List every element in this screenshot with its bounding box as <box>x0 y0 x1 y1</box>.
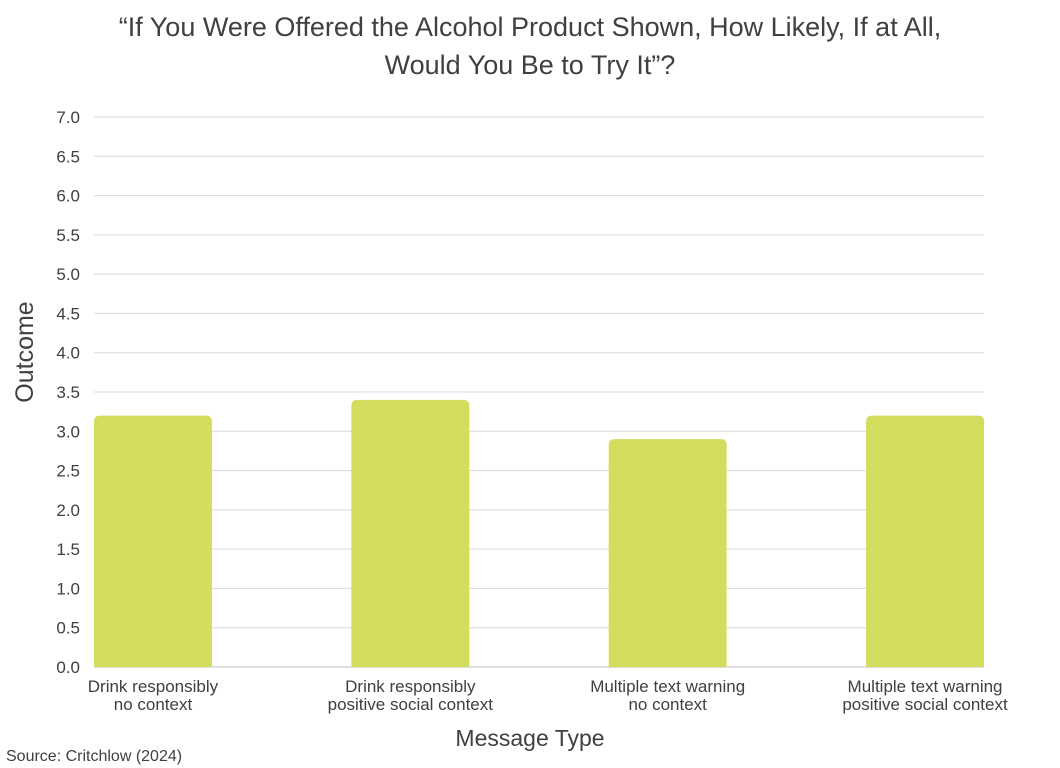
y-tick-label: 1.0 <box>56 579 80 598</box>
x-tick-label: Drink responsibly <box>88 677 219 696</box>
bar <box>608 439 727 667</box>
y-axis-ticks: 0.0 0.5 1.0 1.5 2.0 2.5 3.0 3.5 4.0 4.5 5.0 5.5 6.0 6… <box>56 108 80 677</box>
x-axis-label: Message Type <box>455 725 604 751</box>
x-tick-label: no context <box>114 695 193 714</box>
chart-title-line-1: “If You Were Offered the Alcohol Product… <box>118 12 942 42</box>
x-tick-label: Multiple text warning <box>590 677 745 696</box>
chart-title-line-2: Would You Be to Try It”? <box>384 50 676 80</box>
x-tick-label: positive social context <box>328 695 494 714</box>
chart-title: “If You Were Offered the Alcohol Product… <box>0 8 1060 84</box>
y-tick-label: 5.0 <box>56 265 80 284</box>
y-tick-label: 6.5 <box>56 147 80 166</box>
y-tick-label: 4.0 <box>56 344 80 363</box>
y-tick-label: 5.5 <box>56 226 80 245</box>
bar <box>866 415 984 667</box>
y-tick-label: 0.0 <box>56 658 80 677</box>
gridlines <box>94 116 984 668</box>
y-tick-label: 6.0 <box>56 187 80 206</box>
x-tick-label: positive social context <box>842 695 1008 714</box>
y-tick-label: 0.5 <box>56 619 80 638</box>
bar <box>351 399 470 667</box>
y-axis-label: Outcome <box>11 301 39 402</box>
bars <box>94 399 984 667</box>
bar <box>94 415 212 667</box>
y-tick-label: 7.0 <box>56 108 80 127</box>
y-tick-label: 4.5 <box>56 304 80 323</box>
y-tick-label: 3.0 <box>56 422 80 441</box>
y-tick-label: 1.5 <box>56 540 80 559</box>
y-tick-label: 3.5 <box>56 383 80 402</box>
x-tick-label: Multiple text warning <box>848 677 1003 696</box>
x-tick-label: no context <box>628 695 707 714</box>
x-tick-label: Drink responsibly <box>345 677 476 696</box>
y-tick-label: 2.5 <box>56 462 80 481</box>
source-note: Source: Critchlow (2024) <box>6 748 183 765</box>
y-tick-label: 2.0 <box>56 501 80 520</box>
